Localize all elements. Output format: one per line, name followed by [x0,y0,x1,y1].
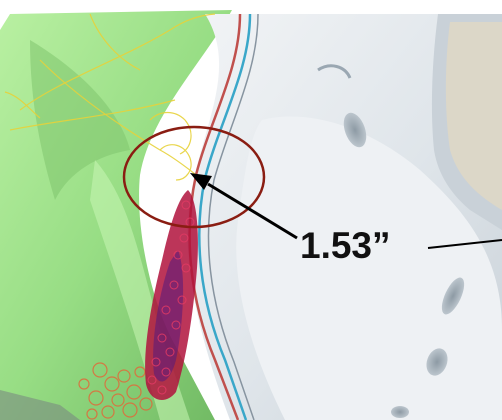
lower-band [0,390,80,420]
interference-points [145,190,198,400]
shell-hole [343,112,367,148]
green-component-shadow [30,40,130,200]
highlight-circle [122,125,266,229]
shell-slot [317,64,352,79]
leader-line [427,239,502,249]
shell-inner-face [236,116,502,420]
interference-rings [78,362,153,420]
arrow-icon [190,173,298,240]
shell-cutout-face [445,22,502,210]
shell-rim-dark [207,13,259,420]
shell-hole [426,348,448,376]
wireframe-traces [4,13,216,181]
shell-hole [441,277,465,315]
shell-hole [391,406,409,418]
measurement-label: 1.53” [300,225,391,266]
